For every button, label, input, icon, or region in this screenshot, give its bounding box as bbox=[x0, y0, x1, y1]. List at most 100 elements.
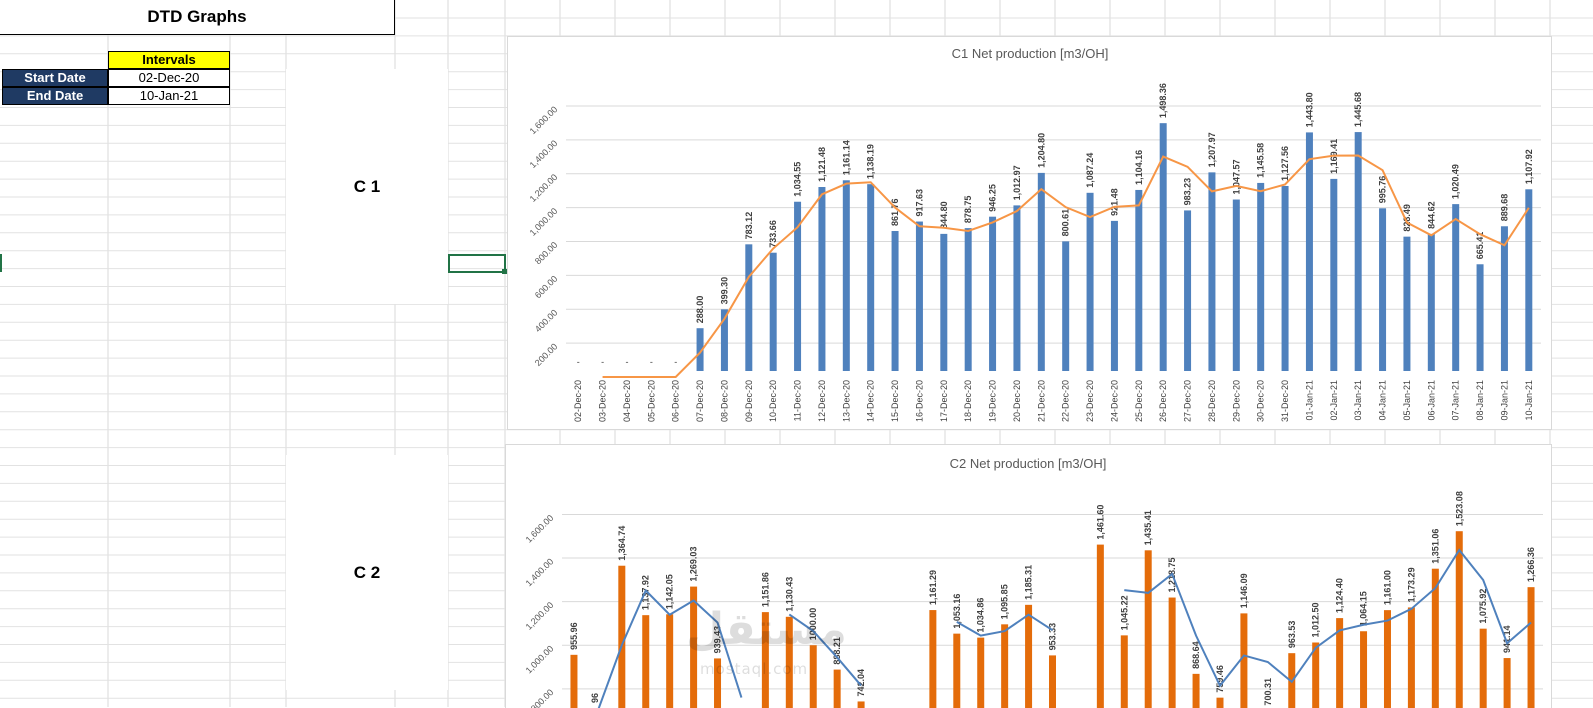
c2-label: C 2 bbox=[286, 563, 448, 583]
data-label: 1,127.56 bbox=[1280, 146, 1290, 181]
x-tick-label: 09-Jan-21 bbox=[1499, 380, 1509, 421]
data-label: 1,445.68 bbox=[1353, 92, 1363, 127]
bar bbox=[1001, 624, 1008, 708]
y-tick-label: 800.00 bbox=[533, 240, 560, 267]
data-label: 1,173.29 bbox=[1406, 567, 1416, 602]
data-label: 700.31 bbox=[1263, 678, 1273, 706]
watermark-logo: مستقل bbox=[686, 604, 847, 655]
c1-merged-cell[interactable]: C 1 bbox=[286, 69, 448, 304]
bar bbox=[1355, 132, 1362, 371]
bar bbox=[1403, 237, 1410, 371]
data-label: 963.53 bbox=[1287, 621, 1297, 649]
data-label: 1,012.97 bbox=[1012, 165, 1022, 200]
end-date-value-cell[interactable]: 10-Jan-21 bbox=[108, 87, 230, 105]
data-label: 955.96 bbox=[569, 622, 579, 650]
y-tick-label: 600.00 bbox=[533, 274, 560, 301]
data-label: 1,045.22 bbox=[1119, 595, 1129, 630]
data-label: 1,047.57 bbox=[1231, 159, 1241, 194]
bar bbox=[1528, 587, 1535, 708]
bar bbox=[892, 231, 899, 371]
data-label: 1,435.41 bbox=[1143, 510, 1153, 545]
bar bbox=[1379, 208, 1386, 371]
data-label: 1,443.80 bbox=[1304, 92, 1314, 127]
data-label: 1,107.92 bbox=[1524, 149, 1534, 184]
bar bbox=[642, 615, 649, 708]
data-label: 1,087.24 bbox=[1085, 153, 1095, 188]
data-label: - bbox=[650, 357, 653, 367]
bar bbox=[989, 217, 996, 371]
data-label: 1,161.14 bbox=[841, 140, 851, 175]
sheet-title-cell[interactable]: DTD Graphs bbox=[0, 0, 395, 35]
data-label: 946.25 bbox=[988, 184, 998, 212]
bar bbox=[570, 655, 577, 708]
y-tick-label: 1,000.00 bbox=[528, 206, 560, 238]
bar bbox=[1501, 226, 1508, 371]
bar bbox=[1169, 598, 1176, 708]
x-tick-label: 16-Dec-20 bbox=[914, 380, 924, 422]
bar bbox=[916, 222, 923, 371]
x-tick-label: 07-Jan-21 bbox=[1451, 380, 1461, 421]
bar bbox=[818, 187, 825, 371]
y-tick-label: 800.00 bbox=[529, 687, 556, 708]
bar bbox=[1428, 234, 1435, 371]
bar bbox=[1062, 241, 1069, 371]
bar bbox=[1504, 658, 1511, 708]
bar bbox=[1216, 698, 1223, 708]
data-label: - bbox=[601, 357, 604, 367]
bar bbox=[618, 566, 625, 708]
c2-merged-cell[interactable]: C 2 bbox=[286, 455, 448, 690]
bar bbox=[1456, 531, 1463, 708]
x-tick-label: 22-Dec-20 bbox=[1061, 380, 1071, 422]
start-date-value-cell[interactable]: 02-Dec-20 bbox=[108, 69, 230, 87]
x-tick-label: 10-Jan-21 bbox=[1524, 380, 1534, 421]
bar bbox=[929, 610, 936, 708]
data-label: 1,269.03 bbox=[689, 547, 699, 582]
x-tick-label: 25-Dec-20 bbox=[1134, 380, 1144, 422]
bar bbox=[1025, 605, 1032, 708]
data-label: 733.66 bbox=[768, 220, 778, 248]
y-tick-label: 1,200.00 bbox=[528, 172, 560, 204]
x-tick-label: 20-Dec-20 bbox=[1012, 380, 1022, 422]
end-date-label-cell[interactable]: End Date bbox=[2, 87, 108, 105]
x-tick-label: 24-Dec-20 bbox=[1109, 380, 1119, 422]
bar bbox=[1525, 189, 1532, 371]
fill-handle[interactable] bbox=[502, 269, 507, 274]
bar bbox=[1408, 607, 1415, 708]
bar bbox=[1135, 190, 1142, 371]
x-tick-label: 03-Dec-20 bbox=[598, 380, 608, 422]
data-label: 1,266.36 bbox=[1526, 547, 1536, 582]
c1-label: C 1 bbox=[286, 177, 448, 197]
x-tick-label: 06-Dec-20 bbox=[671, 380, 681, 422]
x-tick-label: 30-Dec-20 bbox=[1256, 380, 1266, 422]
bar bbox=[1257, 183, 1264, 371]
intervals-header-cell[interactable]: Intervals bbox=[108, 51, 230, 69]
data-label: 1,012.50 bbox=[1311, 602, 1321, 637]
data-label: 96 bbox=[590, 693, 600, 703]
bar bbox=[858, 701, 865, 708]
chart-title: C1 Net production [m3/OH] bbox=[952, 46, 1109, 61]
active-row-marker bbox=[0, 254, 2, 272]
bar bbox=[1087, 193, 1094, 371]
data-label: 1,498.36 bbox=[1158, 83, 1168, 118]
x-tick-label: 28-Dec-20 bbox=[1207, 380, 1217, 422]
data-label: 1,351.06 bbox=[1430, 529, 1440, 564]
active-cell-selection[interactable] bbox=[448, 254, 506, 273]
x-tick-label: 17-Dec-20 bbox=[939, 380, 949, 422]
y-tick-label: 1,600.00 bbox=[524, 513, 556, 545]
sheet-title: DTD Graphs bbox=[147, 7, 246, 27]
bar bbox=[1306, 132, 1313, 371]
bar bbox=[770, 253, 777, 371]
x-tick-label: 08-Jan-21 bbox=[1475, 380, 1485, 421]
bar bbox=[1184, 210, 1191, 371]
data-label: 1,142.05 bbox=[665, 574, 675, 609]
bar bbox=[1049, 655, 1056, 708]
y-tick-label: 1,400.00 bbox=[524, 556, 556, 588]
data-label: 800.61 bbox=[1061, 209, 1071, 237]
x-tick-label: 29-Dec-20 bbox=[1231, 380, 1241, 422]
bar bbox=[834, 670, 841, 708]
start-date-label-cell[interactable]: Start Date bbox=[2, 69, 108, 87]
bar bbox=[1145, 550, 1152, 708]
x-tick-label: 19-Dec-20 bbox=[988, 380, 998, 422]
